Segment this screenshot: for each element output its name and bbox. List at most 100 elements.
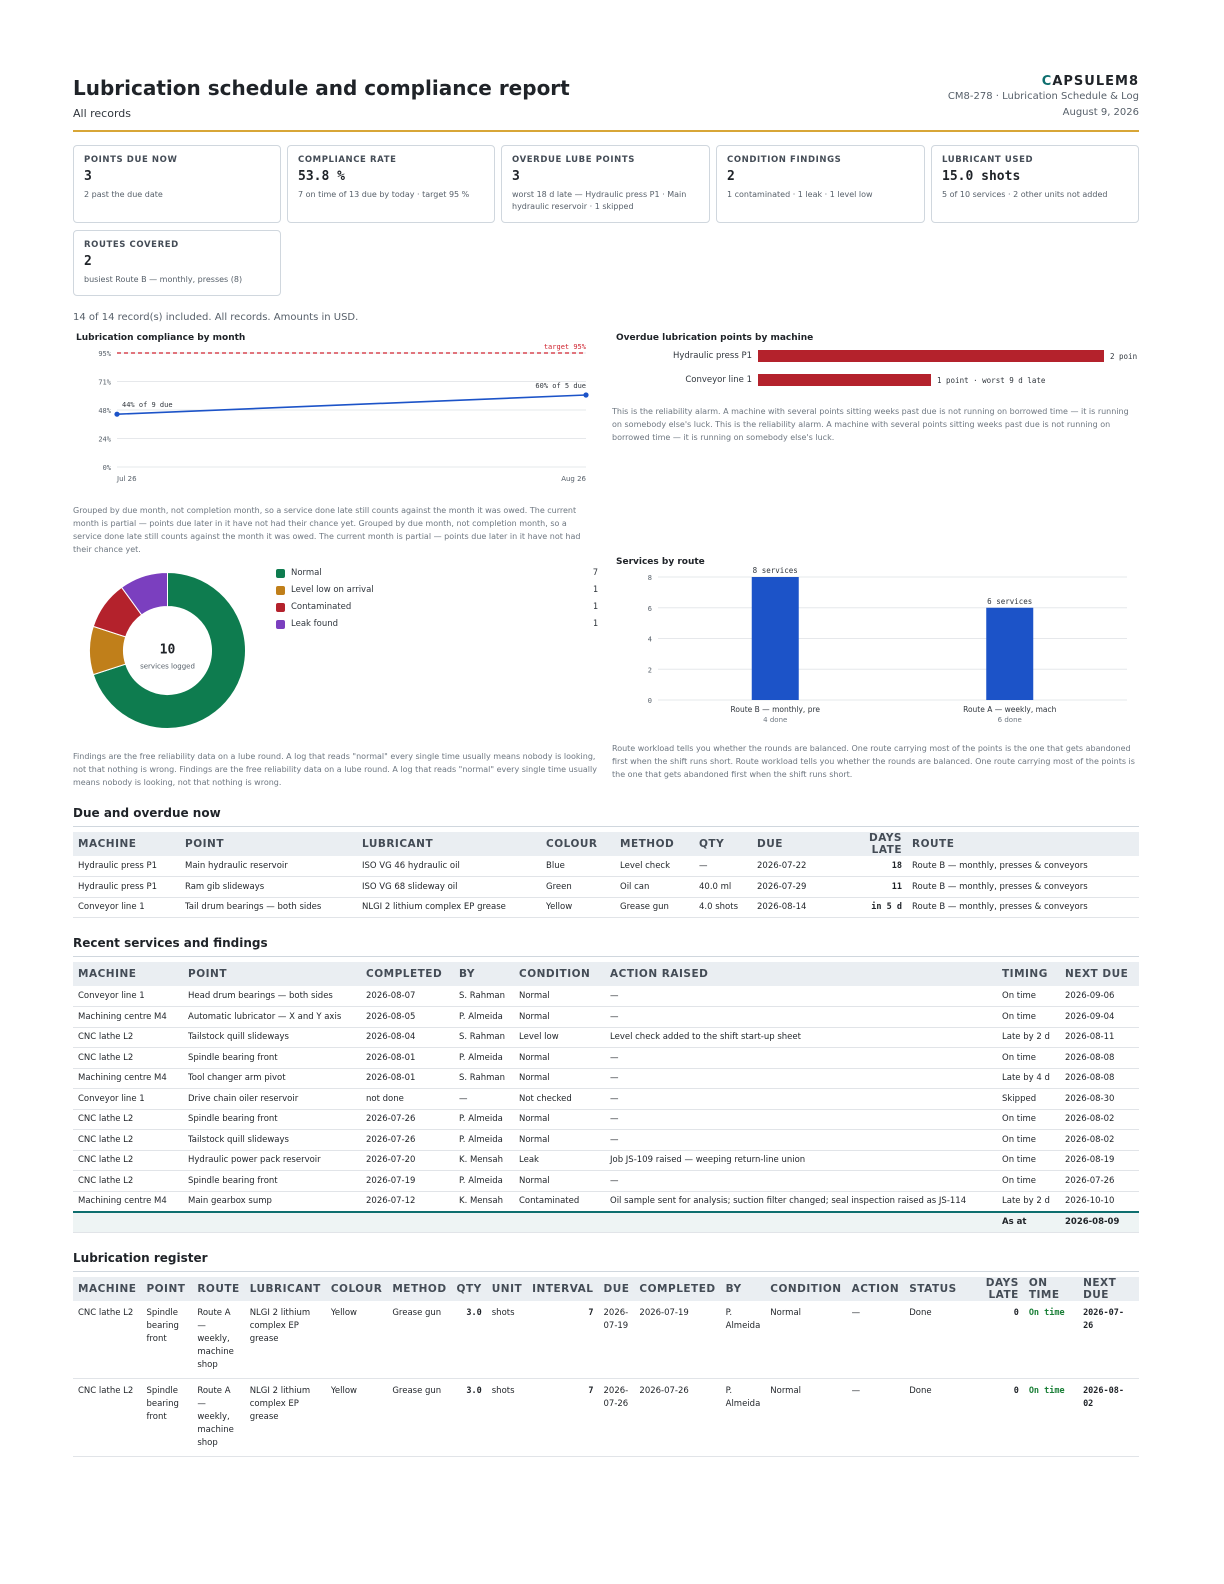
column-header: POINT <box>183 962 361 986</box>
table-cell: CNC lathe L2 <box>73 1109 183 1130</box>
table-row: CNC lathe L2 Hydraulic power pack reservo… <box>73 1150 1139 1171</box>
table-cell: On time <box>1023 1301 1079 1379</box>
findings-chart-note: Findings are the free reliability data o… <box>73 752 597 787</box>
table-cell: Normal <box>514 1047 605 1069</box>
table-cell: 2026-08-30 <box>1060 1088 1139 1110</box>
table-cell: — <box>694 856 752 877</box>
legend-label: Leak found <box>291 619 339 629</box>
pie-slice <box>120 571 168 616</box>
y-tick-label: 71% <box>98 379 111 387</box>
table-cell: S. Rahman <box>454 1068 514 1089</box>
table-cell: S. Rahman <box>454 1027 514 1048</box>
table-cell: Skipped <box>997 1088 1060 1110</box>
table-cell: K. Mensah <box>454 1191 514 1212</box>
footer-cell: As at <box>997 1210 1060 1233</box>
table-cell: P. Almeida <box>454 1006 514 1028</box>
table-cell: Tailstock quill slideways <box>183 1129 361 1151</box>
table-cell: Spindle bearing front <box>183 1047 361 1069</box>
kpi-note: 7 on time of 13 due by today · target 95… <box>298 190 470 199</box>
table-cell: Late by 4 d <box>997 1068 1060 1089</box>
table-cell: — <box>605 1109 997 1130</box>
table-cell: Machining centre M4 <box>73 1068 183 1089</box>
column-header: METHOD <box>615 832 694 856</box>
table-cell: Machining centre M4 <box>73 1006 183 1028</box>
legend-swatch <box>276 603 285 612</box>
table-cell: 2026-08-07 <box>361 986 454 1007</box>
table-cell: 0 <box>961 1378 1024 1457</box>
bar-value-label: 1 point · worst 9 d late <box>937 376 1046 385</box>
column-header: QTY <box>451 1277 487 1301</box>
y-tick-label: 95% <box>98 350 111 358</box>
table-cell: P. Almeida <box>454 1129 514 1151</box>
column-header: POINT <box>141 1277 193 1301</box>
table-cell: ISO VG 46 hydraulic oil <box>357 856 541 877</box>
kpi-label: CONDITION FINDINGS <box>727 155 842 165</box>
legend-swatch <box>276 620 285 629</box>
kpi-label: LUBRICANT USED <box>942 155 1034 165</box>
data-label: 44% of 9 due <box>122 401 173 409</box>
table-cell: 2026-10-10 <box>1060 1191 1139 1212</box>
target-label: target 95% <box>544 343 587 351</box>
series-line <box>116 394 587 415</box>
kpi-value: 2 <box>727 169 735 184</box>
kpi-label: POINTS DUE NOW <box>84 155 178 165</box>
table-cell: On time <box>1023 1378 1079 1457</box>
table-cell: Yellow <box>325 1301 388 1379</box>
table-cell: On time <box>997 1006 1060 1028</box>
table-cell: NLGI 2 lithium complex EP grease <box>357 897 541 918</box>
kpi-card-overdue: OVERDUE LUBE POINTS 3 worst 18 d late — … <box>501 145 710 223</box>
table-cell: Level check <box>615 856 694 877</box>
table-cell: 18 <box>834 856 907 877</box>
section-divider <box>73 956 1139 957</box>
table-cell: NLGI 2 lithium complex EP grease <box>244 1378 326 1457</box>
table-cell: 2026-07-29 <box>752 876 834 898</box>
column-header: DAYS LATE <box>834 832 907 856</box>
kpi-note: busiest Route B — monthly, presses (8) <box>84 275 243 284</box>
footer-cell <box>514 1210 605 1233</box>
column-header: MACHINE <box>73 962 183 986</box>
table-cell: 2026-07-26 <box>361 1109 454 1130</box>
register-section-heading: Lubrication register <box>73 1251 208 1265</box>
y-tick-label: 8 <box>648 574 652 582</box>
table-cell: 2026-07-19 <box>361 1170 454 1192</box>
column-header: BY <box>454 962 514 986</box>
table-cell: 2026-08-05 <box>361 1006 454 1028</box>
table-cell: 2026-08-19 <box>1060 1150 1139 1171</box>
table-cell: NLGI 2 lithium complex EP grease <box>244 1301 326 1379</box>
table-cell: shots <box>486 1301 528 1379</box>
table-cell: P. Almeida <box>454 1047 514 1069</box>
table-row: CNC lathe L2 Spindle bearing front Route A… <box>73 1301 1139 1379</box>
table-cell: Route B — monthly, presses & conveyors <box>907 876 1139 898</box>
table-cell: Late by 2 d <box>997 1191 1060 1212</box>
bar-value-label: 2 poin <box>1110 352 1137 361</box>
document-reference: CM8-278 · Lubrication Schedule & Log <box>947 91 1139 102</box>
page-subtitle: All records <box>73 107 132 120</box>
table-cell: 2026-09-04 <box>1060 1006 1139 1028</box>
x-tick-label: Route B — monthly, pre <box>731 705 821 714</box>
table-cell: — <box>605 1047 997 1069</box>
table-cell: 2026-07-26 <box>598 1378 635 1457</box>
table-cell: 2026-08-02 <box>1060 1109 1139 1130</box>
table-row: Hydraulic press P1 Main hydraulic reservo… <box>73 856 1139 877</box>
y-tick-label: 2 <box>648 666 652 674</box>
route-bar-chart: 0 2 4 6 8 8 services Route B — monthly, pre 4 d… <box>648 566 1127 724</box>
kpi-card-findings: CONDITION FINDINGS 2 1 contaminated · 1 … <box>716 145 925 223</box>
table-cell: Route B — monthly, presses & conveyors <box>907 897 1139 918</box>
table-row: CNC lathe L2 Spindle bearing front 2026-08… <box>73 1047 1139 1069</box>
legend-label: Contaminated <box>291 602 352 612</box>
y-tick-label: 48% <box>98 407 111 415</box>
table-cell: — <box>846 1301 905 1379</box>
table-cell: 40.0 ml <box>694 876 752 898</box>
table-row: Hydraulic press P1 Ram gib slideways ISO V… <box>73 876 1139 898</box>
data-label: 60% of 5 due <box>535 382 586 390</box>
legend-count: 7 <box>592 568 598 578</box>
column-header: MACHINE <box>73 832 180 856</box>
kpi-label: ROUTES COVERED <box>84 240 179 250</box>
column-header: UNIT <box>486 1277 528 1301</box>
column-header: MACHINE <box>73 1277 142 1301</box>
table-cell: CNC lathe L2 <box>73 1150 183 1171</box>
table-cell: Route B — monthly, presses & conveyors <box>907 856 1139 877</box>
table-cell: Spindle bearing front <box>183 1109 361 1130</box>
findings-legend: Normal 7 Level low on arrival 1 Contaminated… <box>276 568 598 636</box>
